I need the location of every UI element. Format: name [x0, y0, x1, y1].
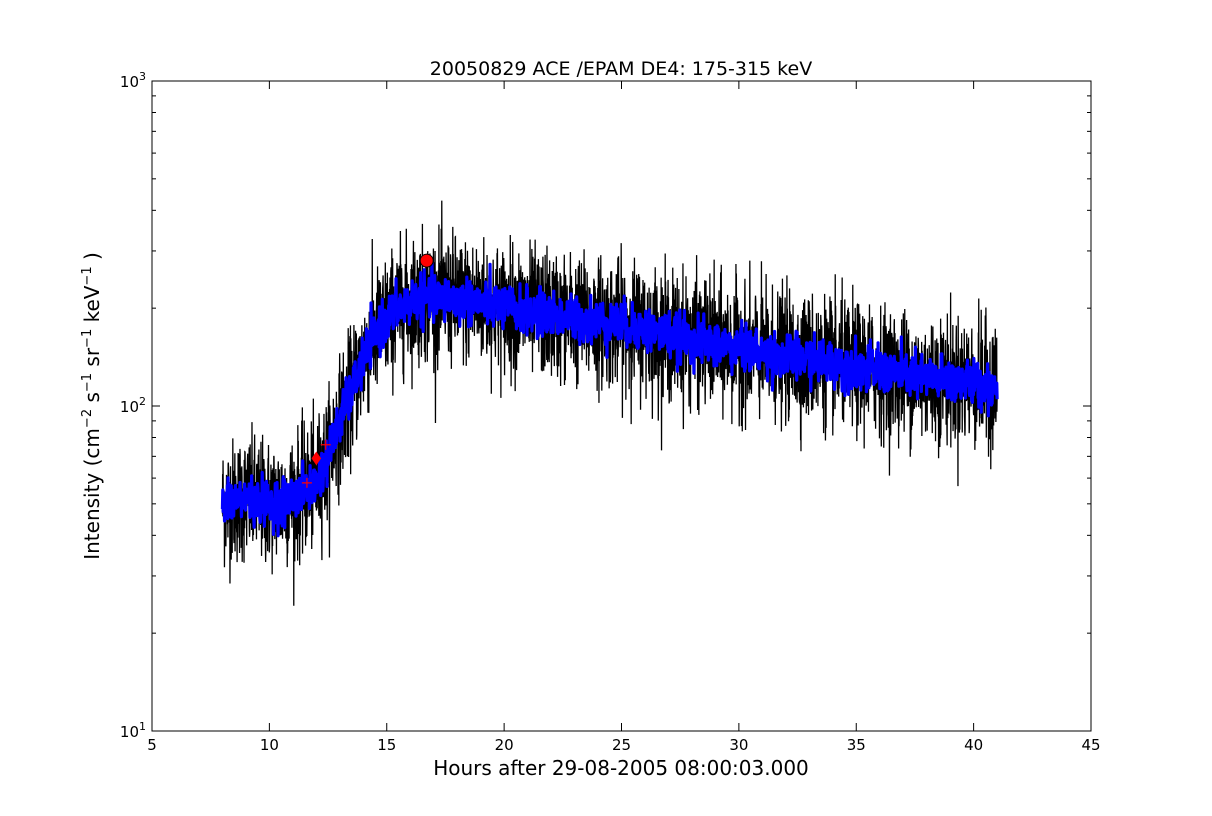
peak-circle-marker [419, 253, 434, 268]
y-axis-label-part: −1 [80, 266, 95, 285]
y-axis-label-part: −1 [80, 329, 95, 348]
y-tick-base: 10 [120, 73, 139, 91]
y-tick-exponent: 2 [139, 395, 146, 408]
y-axis-label-part: ) [80, 252, 104, 266]
x-axis-label: Hours after 29-08-2005 08:00:03.000 [433, 756, 809, 780]
y-axis-label-part: −2 [80, 409, 95, 428]
y-axis-label-part: keV [80, 285, 104, 329]
y-tick-base: 10 [120, 723, 139, 741]
x-tick-label: 15 [377, 736, 396, 754]
series-layer [220, 200, 999, 606]
x-tick-label: 25 [612, 736, 631, 754]
x-tick-label: 10 [260, 736, 279, 754]
y-tick-label: 103 [120, 70, 146, 91]
chart-title: 20050829 ACE /EPAM DE4: 175-315 keV [430, 58, 812, 80]
y-tick-exponent: 1 [139, 720, 146, 733]
x-tick-label: 5 [147, 736, 157, 754]
y-axis-label-part: s [80, 392, 104, 409]
smoothed-series-line [220, 259, 999, 538]
y-tick-label: 101 [120, 720, 146, 741]
y-axis-label-part: Intensity (cm [80, 428, 104, 560]
y-tick-label: 102 [120, 395, 146, 416]
raw-series-line [221, 200, 998, 606]
plus-marker [320, 439, 331, 450]
x-tick-label: 35 [847, 736, 866, 754]
x-tick-label: 20 [495, 736, 514, 754]
plus-marker [301, 477, 312, 488]
y-tick-base: 10 [120, 398, 139, 416]
x-tick-label: 45 [1081, 736, 1100, 754]
x-tick-label: 40 [964, 736, 983, 754]
marker-layer [301, 253, 434, 488]
y-axis-label-part: −1 [80, 373, 95, 392]
x-tick-label: 30 [729, 736, 748, 754]
y-axis-label-part: sr [80, 347, 104, 373]
y-tick-exponent: 3 [139, 70, 146, 83]
y-axis-label: Intensity (cm−2 s−1 sr−1 keV−1 ) [80, 252, 104, 560]
onset-diamond-marker [311, 451, 322, 466]
